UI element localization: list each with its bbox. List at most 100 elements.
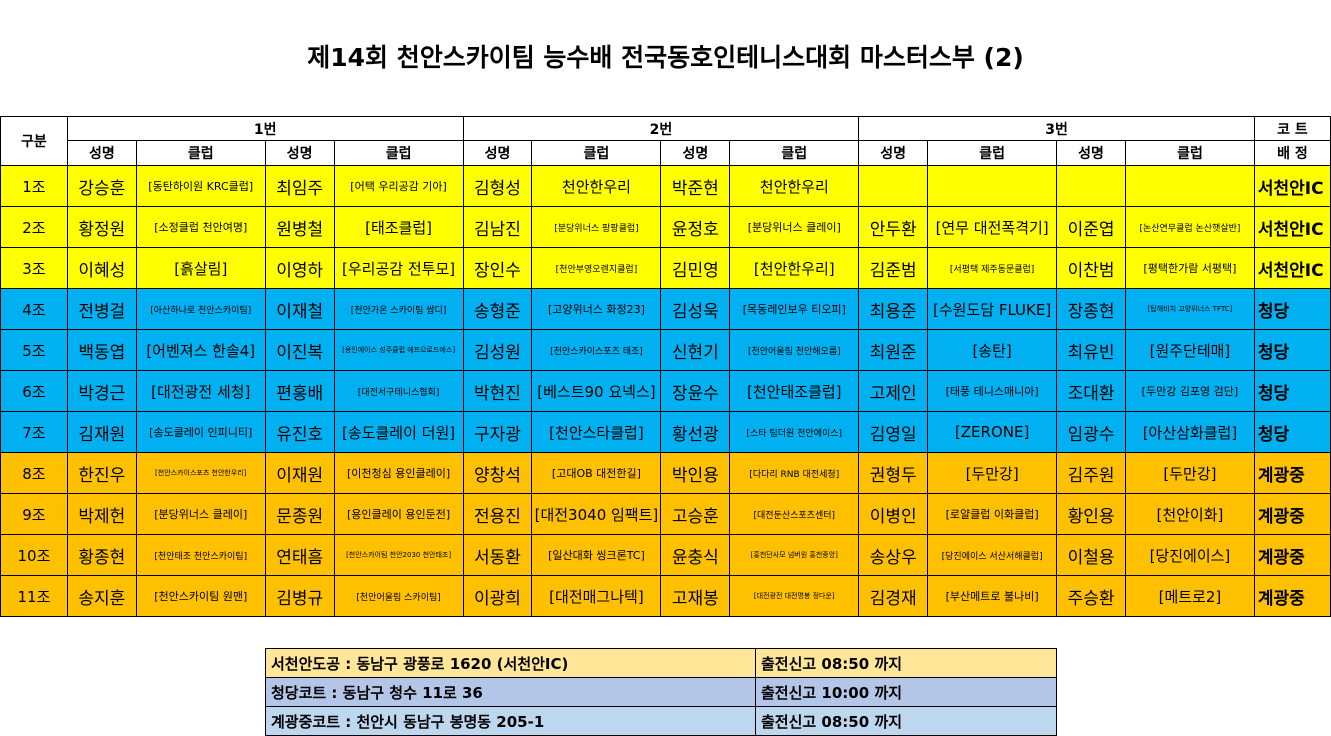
group-label: 9조 (0, 493, 68, 535)
player-club: [연무 대전폭격기] (927, 206, 1058, 248)
player-club: 천안한우리 (729, 165, 860, 207)
player-club: [천안스카이팀 천안2030 천안태조] (333, 534, 464, 576)
name-header: 성명 (462, 140, 533, 166)
player-name: 이병인 (858, 493, 929, 535)
court-assignment: 계광중 (1253, 575, 1331, 617)
player-club: [아산삼화클럽] (1125, 411, 1255, 453)
player-club: [소정클럽 천안여명] (135, 206, 266, 248)
player-club: [메트로2] (1125, 575, 1255, 617)
group-row: 10조 황종현 [천안태조 천안스카이팀] 연태흠 [천안스카이팀 천안2030 천안태… (0, 534, 1331, 576)
player-name: 김주원 (1056, 452, 1126, 494)
slot-header-1: 1번 (66, 116, 464, 141)
group-label: 11조 (0, 575, 68, 617)
player-name: 문종원 (264, 493, 335, 535)
player-club: [천안어울림 스카이팀] (333, 575, 464, 617)
player-name: 김병규 (264, 575, 335, 617)
club-header: 클럽 (531, 140, 662, 166)
court-assignment: 청당 (1253, 288, 1331, 330)
player-club: 천안한우리 (531, 165, 662, 207)
player-name: 고제인 (858, 370, 929, 412)
player-club: [태풍 테니스매니아] (927, 370, 1058, 412)
player-club: [로얄클럽 이화클럽] (927, 493, 1058, 535)
player-name: 이진복 (264, 329, 335, 371)
group-row: 9조 박제헌 [분당위너스 클레이] 문종원 [용인클레이 용인둔전] 전용진 [대전304… (0, 493, 1331, 535)
player-name: 김형성 (462, 165, 533, 207)
player-name: 박경근 (66, 370, 137, 412)
player-club: [수원도담 FLUKE] (927, 288, 1058, 330)
player-name: 연태흠 (264, 534, 335, 576)
check-in-time: 출전신고 08:50 까지 (755, 706, 1057, 736)
player-club: [아산하나로 천안스카이팀] (135, 288, 266, 330)
club-header: 클럽 (927, 140, 1058, 166)
venue-address: 계광중코트 : 천안시 동남구 봉명동 205-1 (265, 706, 756, 736)
venue-info-table: 서천안도공 : 동남구 광풍로 1620 (서천안IC) 출전신고 08:50 … (265, 648, 1057, 736)
player-name: 고승훈 (660, 493, 731, 535)
group-header: 구분 (0, 116, 68, 166)
player-name: 전병걸 (66, 288, 137, 330)
player-club: [천안태조 천안스카이팀] (135, 534, 266, 576)
player-name: 김준범 (858, 247, 929, 289)
court-assignment: 계광중 (1253, 534, 1331, 576)
player-club: [천안스카이스포츠 태조] (531, 329, 662, 371)
player-club: [분당위너스 팡팡클럽] (531, 206, 662, 248)
group-label: 1조 (0, 165, 68, 207)
group-row: 2조 황정원 [소정클럽 천안여명] 원병철 [태조클럽] 김남진 [분당위너스 팡팡클럽]… (0, 206, 1331, 248)
player-name: 김민영 (660, 247, 731, 289)
player-name: 황선광 (660, 411, 731, 453)
player-club: [고대OB 대전한길] (531, 452, 662, 494)
player-name: 이준엽 (1056, 206, 1126, 248)
page-title: 제14회 천안스카이팀 능수배 전국동호인테니스대회 마스터스부 (2) (307, 43, 1024, 72)
player-club: [베스트90 요넥스] (531, 370, 662, 412)
assignment-table: 구분 1번 2번 3번 코 트 성명 클럽 성명 클럽 성명 클럽 성명 클럽 … (0, 116, 1331, 617)
player-club: [대전광전 대전명봉 정다운] (729, 575, 860, 617)
player-name: 윤충식 (660, 534, 731, 576)
player-name: 장종현 (1056, 288, 1126, 330)
venue-address: 서천안도공 : 동남구 광풍로 1620 (서천안IC) (265, 648, 756, 678)
player-club: [부산메트로 불나비] (927, 575, 1058, 617)
player-club: [천안어울림 천안해오름] (729, 329, 860, 371)
venue-row: 계광중코트 : 천안시 동남구 봉명동 205-1 출전신고 08:50 까지 (265, 706, 1057, 736)
player-club: [탑헤비치 고양위너스 TFTC] (1125, 288, 1255, 330)
player-name: 구자광 (462, 411, 533, 453)
player-name: 박준현 (660, 165, 731, 207)
player-club: [태조클럽] (333, 206, 464, 248)
slot-header-2: 2번 (462, 116, 860, 141)
court-assignment: 청당 (1253, 370, 1331, 412)
player-club: [천안태조클럽] (729, 370, 860, 412)
player-club (1125, 165, 1255, 207)
player-name: 한진우 (66, 452, 137, 494)
player-club: [ZERONE] (927, 411, 1058, 453)
player-club: [대전매그나텍] (531, 575, 662, 617)
player-club: [당진에이스 서산서해클럽] (927, 534, 1058, 576)
club-header: 클럽 (729, 140, 860, 166)
name-header: 성명 (660, 140, 731, 166)
group-row: 7조 김재원 [송도클레이 인피니티] 유진호 [송도클레이 더원] 구자광 [천안스타클럽… (0, 411, 1331, 453)
name-header: 성명 (858, 140, 929, 166)
player-club: [천안가온 스카이팀 쌈디] (333, 288, 464, 330)
group-label: 6조 (0, 370, 68, 412)
player-club: [흙살림] (135, 247, 266, 289)
group-label: 4조 (0, 288, 68, 330)
venue-row: 청당코트 : 동남구 청수 11로 36 출전신고 10:00 까지 (265, 677, 1057, 707)
court-header-bottom: 배 정 (1253, 140, 1331, 166)
court-assignment: 서천안IC (1253, 247, 1331, 289)
player-name: 편홍배 (264, 370, 335, 412)
player-club: [천안부영오렌지클럽] (531, 247, 662, 289)
player-name: 김성원 (462, 329, 533, 371)
player-club: [분당위너스 클레이] (135, 493, 266, 535)
player-name: 고재봉 (660, 575, 731, 617)
group-row: 11조 송지훈 [천안스카이팀 원맨] 김병규 [천안어울림 스카이팀] 이광희 [대전매그… (0, 575, 1331, 617)
player-name: 박인용 (660, 452, 731, 494)
player-name: 박현진 (462, 370, 533, 412)
player-club: [송도클레이 더원] (333, 411, 464, 453)
court-assignment: 청당 (1253, 411, 1331, 453)
player-club: [천안이화] (1125, 493, 1255, 535)
group-label: 2조 (0, 206, 68, 248)
group-row: 3조 이혜성 [흙살림] 이영하 [우리공감 전투모] 장인수 [천안부영오렌지클럽] 김민영… (0, 247, 1331, 289)
player-club: [원주단테매] (1125, 329, 1255, 371)
player-club: [용인에이스 성주클럽 에프으로드에스] (333, 329, 464, 371)
player-name: 이재원 (264, 452, 335, 494)
player-club: [고양위너스 화정23] (531, 288, 662, 330)
player-club: [목동레인보우 티오피] (729, 288, 860, 330)
player-club: [분당위너스 클레이] (729, 206, 860, 248)
